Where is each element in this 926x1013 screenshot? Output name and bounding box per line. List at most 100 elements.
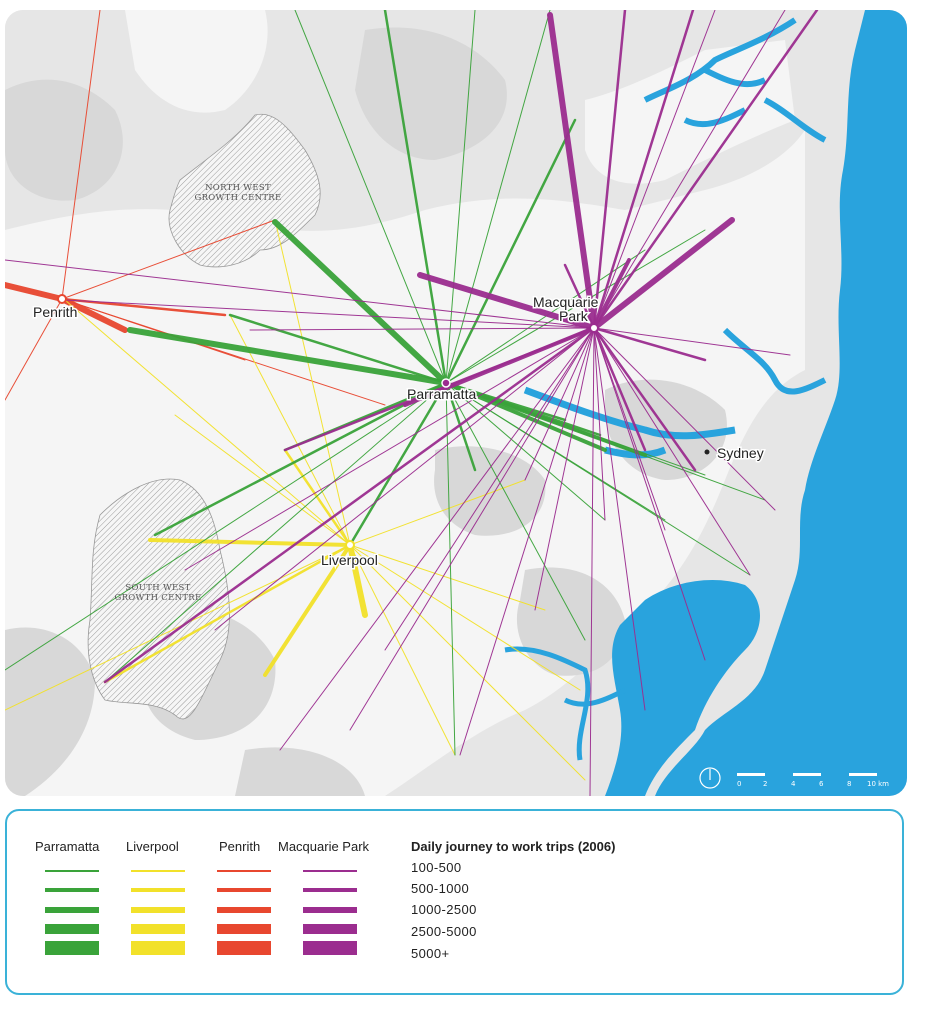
liverpool-flow-3 bbox=[263, 543, 352, 677]
macquarie-park-flow-24 bbox=[592, 326, 697, 472]
parramatta-flow-11 bbox=[5, 382, 447, 671]
legend-swatch-penrith-2 bbox=[217, 888, 271, 892]
legend-macquarie-park-heading: Macquarie Park bbox=[278, 839, 370, 854]
legend-range-4: 2500-5000 bbox=[411, 924, 477, 939]
scale-bar: 0 2 4 6 8 10 km bbox=[737, 773, 889, 788]
parramatta-flow-5 bbox=[272, 219, 449, 386]
macquarie-park-marker bbox=[589, 323, 599, 333]
legend-swatch-liverpool-3 bbox=[131, 907, 185, 913]
macquarie-park-flow-25 bbox=[592, 326, 647, 452]
legend-swatch-parramatta-3 bbox=[45, 907, 99, 913]
scale-tick-3: 6 bbox=[819, 780, 824, 788]
macquarie-park-flow-28 bbox=[593, 327, 606, 521]
parramatta-label: Parramatta bbox=[407, 386, 476, 402]
liverpool-flow-2 bbox=[148, 538, 352, 547]
penrith-flow-7 bbox=[59, 296, 128, 333]
liverpool-flow-10 bbox=[349, 544, 546, 611]
middle-harbour bbox=[722, 327, 827, 395]
parramatta-flow-7 bbox=[228, 313, 448, 385]
macquarie-park-flow-7 bbox=[592, 258, 631, 330]
legend-liverpool-heading: Liverpool bbox=[126, 839, 179, 854]
parramatta-flow-26 bbox=[444, 381, 477, 472]
legend-parramatta-heading: Parramatta bbox=[35, 839, 100, 854]
legend-penrith-heading: Penrith bbox=[219, 839, 261, 854]
liverpool-flow-12 bbox=[229, 314, 351, 546]
macquarie-park-flow-2 bbox=[592, 10, 695, 330]
liverpool-flow-9 bbox=[349, 544, 581, 691]
map-panel: Penrith Parramatta Liverpool Macquarie P… bbox=[5, 10, 907, 796]
penrith-flow-0 bbox=[61, 10, 101, 300]
sydney-label: Sydney bbox=[717, 445, 764, 461]
legend-swatch-penrith-1 bbox=[217, 870, 271, 872]
macquarie-park-label-line2: Park bbox=[559, 308, 589, 324]
liverpool-flow-14 bbox=[349, 479, 526, 546]
parramatta-flow-25 bbox=[444, 381, 602, 437]
macquarie-park-flow-32 bbox=[184, 327, 595, 571]
macquarie-park-flow-30 bbox=[384, 327, 595, 651]
macquarie-park-flow-27 bbox=[592, 326, 707, 362]
macquarie-park-flow-20 bbox=[593, 327, 646, 711]
penrith-label: Penrith bbox=[33, 304, 77, 320]
macquarie-park-flow-23 bbox=[593, 327, 776, 511]
legend-swatch-parramatta-2 bbox=[45, 888, 99, 892]
parramatta-flow-19 bbox=[444, 381, 607, 452]
macquarie-park-flow-22 bbox=[593, 327, 751, 576]
legend-swatch-penrith-3 bbox=[217, 907, 271, 913]
macquarie-park-flow-1 bbox=[592, 10, 627, 330]
macquarie-park-flow-18 bbox=[459, 327, 595, 756]
liverpool-flow-5 bbox=[103, 543, 352, 684]
legend-swatch-penrith-4 bbox=[217, 924, 271, 934]
centre-markers bbox=[57, 294, 710, 550]
liverpool-flow-6 bbox=[5, 544, 351, 711]
parramatta-marker bbox=[441, 378, 451, 388]
penrith-flow-2 bbox=[61, 219, 276, 300]
parramatta-flow-15 bbox=[445, 382, 606, 521]
legend-range-3: 1000-2500 bbox=[411, 902, 477, 917]
penrith-flow-6 bbox=[5, 282, 65, 302]
liverpool-marker bbox=[345, 540, 355, 550]
macquarie-park-flow-15 bbox=[103, 326, 596, 684]
macquarie-park-flow-9 bbox=[417, 272, 597, 331]
scale-tick-5: 10 km bbox=[867, 780, 889, 788]
parramatta-flow-22 bbox=[445, 229, 706, 384]
south-west-zone-label-line2: GROWTH CENTRE bbox=[115, 593, 202, 603]
macquarie-park-flow-33 bbox=[593, 327, 666, 531]
macquarie-park-flow-19 bbox=[589, 327, 595, 796]
botany-bay bbox=[605, 580, 760, 796]
macquarie-park-flow-34 bbox=[524, 327, 595, 481]
penrith-marker bbox=[57, 294, 67, 304]
scale-tick-4: 8 bbox=[847, 780, 851, 788]
macquarie-park-flow-3 bbox=[593, 10, 716, 329]
hawkesbury-river bbox=[643, 17, 827, 143]
parramatta-flow-23 bbox=[445, 382, 766, 501]
legend-swatch-liverpool-4 bbox=[131, 924, 185, 934]
sydney-marker bbox=[704, 449, 710, 455]
macquarie-park-flow-17 bbox=[349, 327, 595, 731]
legend-panel: Parramatta Liverpool Penrith Macquarie P… bbox=[5, 809, 904, 995]
legend-swatch-parramatta-5 bbox=[45, 941, 99, 955]
legend-swatch-penrith-5 bbox=[217, 941, 271, 955]
macquarie-park-flow-5 bbox=[592, 10, 819, 330]
macquarie-park-flow-26 bbox=[593, 327, 791, 356]
liverpool-flow-4 bbox=[347, 542, 368, 618]
macquarie-park-flow-12 bbox=[249, 327, 595, 331]
macquarie-park-flow-21 bbox=[593, 327, 706, 661]
parramatta-flow-14 bbox=[445, 382, 586, 641]
ocean bbox=[655, 10, 907, 796]
legend-range-1: 100-500 bbox=[411, 860, 462, 875]
macquarie-park-flow-4 bbox=[593, 10, 786, 329]
parramatta-flow-4 bbox=[444, 118, 577, 385]
south-west-zone-label-line1: SOUTH WEST bbox=[125, 583, 190, 593]
parramatta-flow-6 bbox=[127, 327, 449, 386]
macquarie-park-flow-16 bbox=[279, 327, 595, 751]
macquarie-park-flow-0 bbox=[547, 12, 597, 331]
macquarie-park-flow-11 bbox=[64, 299, 595, 329]
legend-swatch-liverpool-1 bbox=[131, 870, 185, 872]
legend-swatch-parramatta-4 bbox=[45, 924, 99, 934]
legend-swatch-macquarie-park-3 bbox=[303, 907, 357, 913]
north-west-zone-label-line2: GROWTH CENTRE bbox=[195, 193, 282, 203]
macquarie-park-flow-6 bbox=[591, 217, 735, 331]
liverpool-flow-1 bbox=[64, 299, 351, 546]
liverpool-flow-11 bbox=[283, 448, 352, 547]
map-canvas: Penrith Parramatta Liverpool Macquarie P… bbox=[5, 10, 907, 796]
